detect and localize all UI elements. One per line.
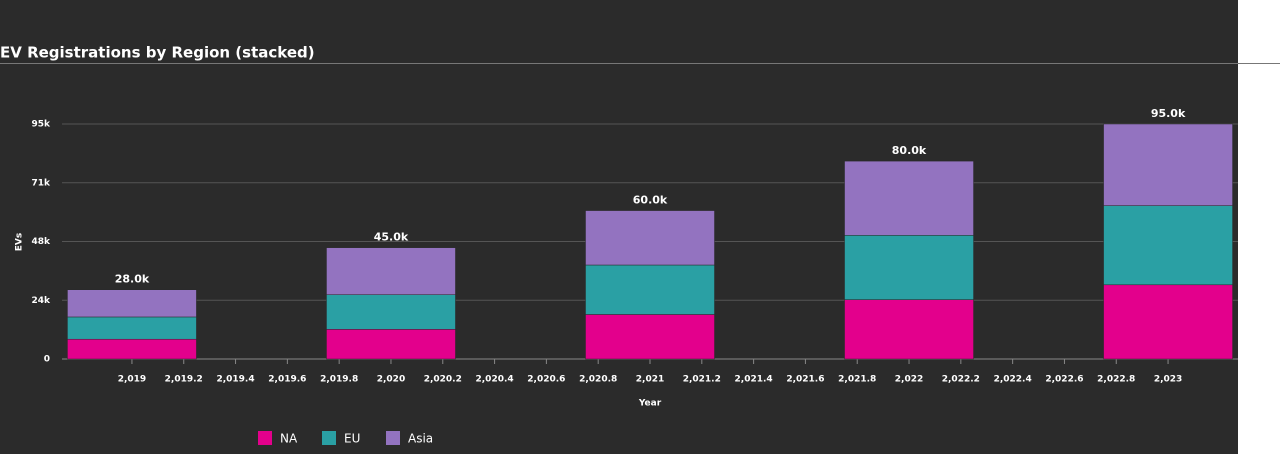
total-label: 60.0k <box>633 194 668 207</box>
x-tick-label: 2,022.8 <box>1097 375 1135 385</box>
legend-swatch <box>386 431 400 445</box>
x-tick-label: 2,019.6 <box>268 375 306 385</box>
x-tick-label: 2,022.2 <box>942 375 980 385</box>
y-tick-label: 71k <box>31 178 51 188</box>
bar-segment <box>844 235 974 300</box>
legend-label: Asia <box>408 432 433 446</box>
bar-segment <box>844 160 974 236</box>
y-axis-label: EVs <box>15 233 25 251</box>
bar-segment <box>67 289 197 318</box>
total-label: 45.0k <box>374 231 409 244</box>
x-tick-label: 2,023 <box>1154 375 1182 385</box>
x-tick-label: 2,020.8 <box>579 375 617 385</box>
y-tick-label: 0 <box>44 355 50 365</box>
x-tick-label: 2,021.4 <box>735 375 773 385</box>
bar-segment <box>1103 284 1233 360</box>
bar-segment <box>326 294 456 330</box>
x-tick-label: 2,021.2 <box>683 375 721 385</box>
x-tick-label: 2,020.6 <box>527 375 565 385</box>
bar-segment <box>585 264 715 315</box>
x-tick-label: 2,021.6 <box>786 375 824 385</box>
bar-segment <box>585 210 715 266</box>
y-tick-label: 48k <box>31 237 51 247</box>
bar-segment <box>585 314 715 360</box>
x-tick-label: 2,021.8 <box>838 375 876 385</box>
y-tick-label: 95k <box>31 120 51 130</box>
x-tick-label: 2,022.6 <box>1045 375 1083 385</box>
legend-swatch <box>322 431 336 445</box>
x-tick-label: 2,019 <box>118 375 146 385</box>
bar-segment <box>844 299 974 360</box>
x-tick-label: 2,021 <box>636 375 664 385</box>
bar-segment <box>326 329 456 360</box>
bar-segment <box>67 316 197 340</box>
bar-segment <box>67 338 197 360</box>
x-tick-label: 2,019.2 <box>165 375 203 385</box>
x-tick-label: 2,022.4 <box>994 375 1032 385</box>
x-tick-label: 2,019.8 <box>320 375 358 385</box>
y-tick-label: 24k <box>31 296 51 306</box>
x-tick-label: 2,020 <box>377 375 405 385</box>
bar-segment <box>1103 123 1233 206</box>
bar-segment <box>326 247 456 295</box>
legend-label: NA <box>280 432 298 446</box>
chart-title: EV Registrations by Region (stacked) <box>0 44 315 62</box>
x-tick-label: 2,020.2 <box>424 375 462 385</box>
bar-segment <box>1103 205 1233 286</box>
x-tick-label: 2,020.4 <box>476 375 514 385</box>
total-label: 95.0k <box>1151 107 1186 120</box>
x-axis-label: Year <box>638 399 662 409</box>
total-label: 28.0k <box>115 273 150 286</box>
x-tick-label: 2,022 <box>895 375 923 385</box>
x-tick-label: 2,019.4 <box>216 375 254 385</box>
total-label: 80.0k <box>892 144 927 157</box>
legend-label: EU <box>344 432 360 446</box>
legend-swatch <box>258 431 272 445</box>
